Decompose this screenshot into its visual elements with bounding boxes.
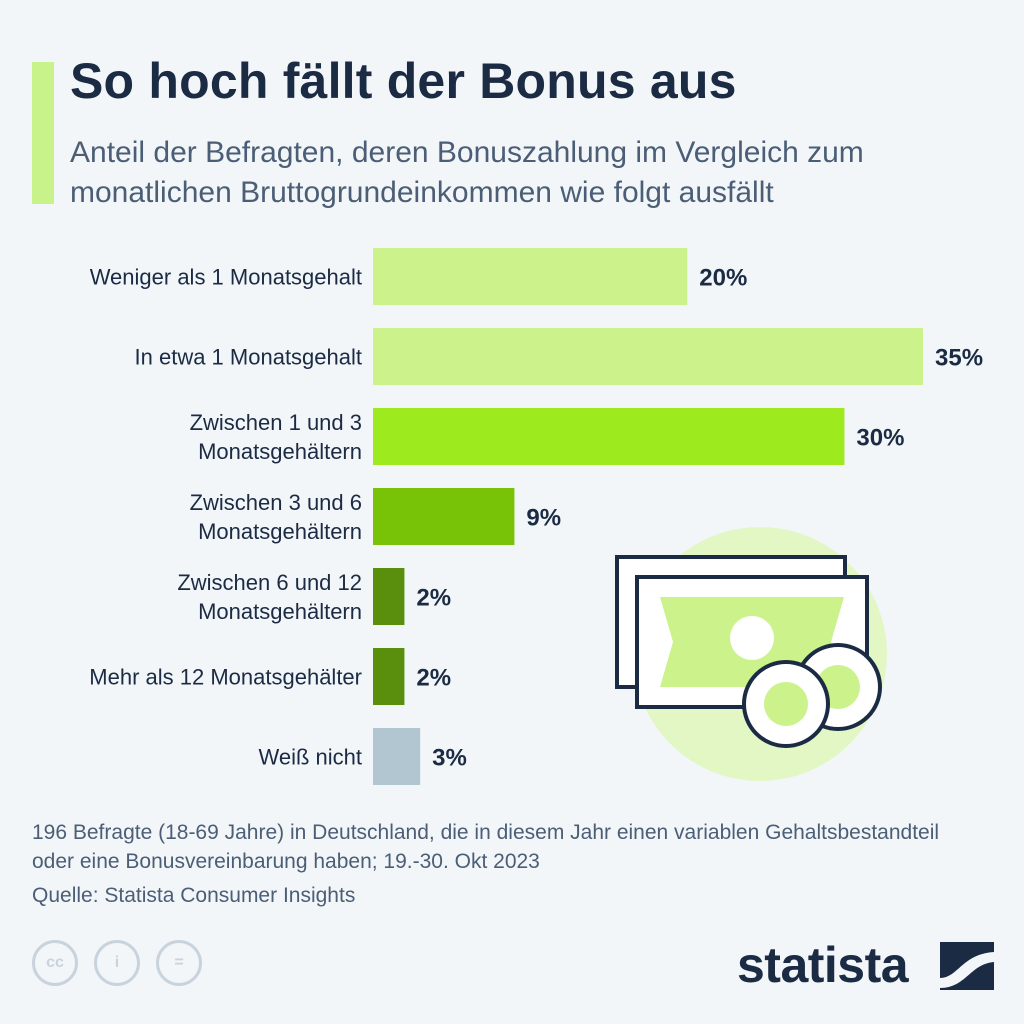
category-label-6: Mehr als 12 Monatsgehälter — [89, 665, 362, 690]
source-text: Quelle: Statista Consumer Insights — [32, 884, 356, 907]
bar-6 — [373, 648, 405, 705]
category-label-3: Zwischen 1 und 3 Monatsgehältern — [190, 410, 362, 464]
money-illustration — [615, 527, 887, 781]
cc-icon[interactable]: cc — [32, 940, 78, 986]
page-title: So hoch fällt der Bonus aus — [70, 53, 737, 109]
category-label-7: Weiß nicht — [258, 745, 362, 770]
value-label-3: 30% — [856, 425, 904, 452]
bar-7 — [373, 728, 421, 785]
statista-brand[interactable]: statista — [737, 937, 909, 993]
bars-group: 20% Weniger als 1 Monatsgehalt 35% In etwa … — [89, 248, 983, 785]
person-icon[interactable]: i — [94, 940, 140, 986]
value-label-5: 2% — [416, 585, 451, 612]
category-label-1: Weniger als 1 Monatsgehalt — [90, 265, 362, 290]
value-label-6: 2% — [416, 665, 451, 692]
value-label-2: 35% — [935, 345, 983, 372]
bar-3 — [373, 408, 845, 465]
statista-logo-icon — [940, 942, 994, 990]
bar-1 — [373, 248, 688, 305]
bar-chart: 20% Weniger als 1 Monatsgehalt 35% In etwa … — [89, 248, 983, 785]
category-label-4: Zwischen 3 und 6 Monatsgehältern — [190, 490, 362, 544]
survey-note: 196 Befragte (18-69 Jahre) in Deutschlan… — [32, 821, 940, 873]
value-label-7: 3% — [432, 745, 467, 772]
category-label-5: Zwischen 6 und 12 Monatsgehältern — [177, 570, 362, 624]
value-label-1: 20% — [699, 265, 747, 292]
page-subtitle: Anteil der Befragten, deren Bonuszahlung… — [70, 136, 864, 209]
value-label-4: 9% — [526, 505, 561, 532]
title-accent-bar — [32, 62, 54, 204]
category-label-2: In etwa 1 Monatsgehalt — [135, 345, 362, 370]
bar-4 — [373, 488, 515, 545]
equals-icon[interactable]: = — [156, 940, 202, 986]
bar-2 — [373, 328, 923, 385]
license-icons: cc i = — [32, 940, 202, 986]
bar-5 — [373, 568, 405, 625]
